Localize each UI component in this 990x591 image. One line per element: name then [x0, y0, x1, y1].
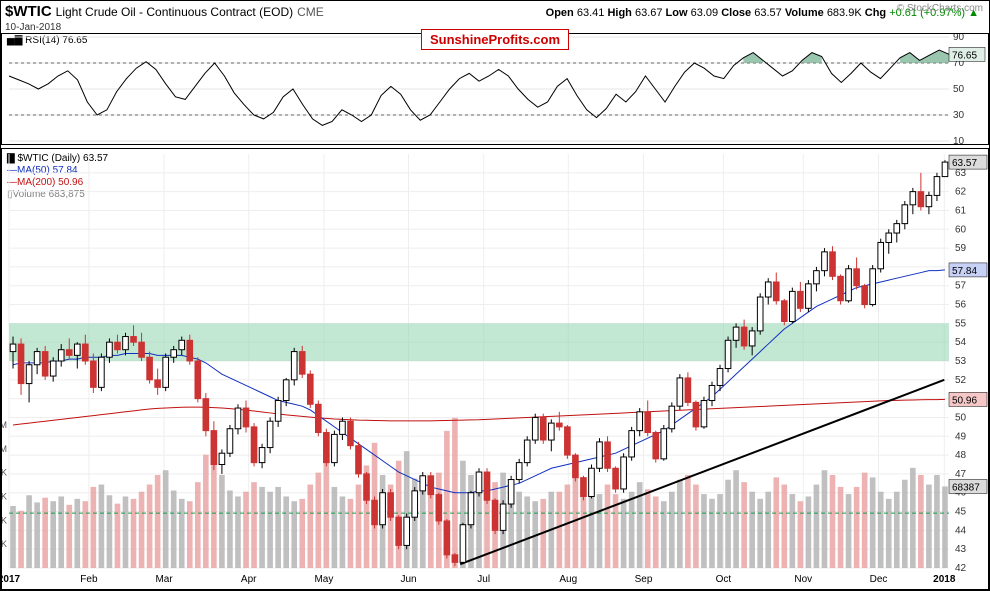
- low-label: Low: [666, 7, 688, 19]
- svg-text:63: 63: [955, 168, 967, 179]
- svg-text:Mar: Mar: [155, 574, 173, 585]
- svg-text:30: 30: [953, 110, 965, 121]
- svg-text:May: May: [314, 574, 333, 585]
- svg-text:68387: 68387: [952, 482, 980, 493]
- chart-header: $WTIC Light Crude Oil - Continuous Contr…: [1, 1, 989, 22]
- vol-val: 683.9K: [827, 7, 862, 19]
- vol-label: Volume: [785, 7, 824, 19]
- svg-text:Dec: Dec: [870, 574, 888, 585]
- svg-text:90: 90: [953, 33, 965, 43]
- svg-text:60: 60: [955, 224, 967, 235]
- svg-text:Aug: Aug: [559, 574, 577, 585]
- close-val: 63.57: [754, 7, 782, 19]
- svg-text:53: 53: [955, 356, 967, 367]
- svg-text:59: 59: [955, 243, 967, 254]
- svg-text:55: 55: [955, 318, 967, 329]
- svg-text:2018: 2018: [933, 574, 956, 585]
- svg-text:Apr: Apr: [241, 574, 257, 585]
- high-val: 63.67: [635, 7, 663, 19]
- svg-text:54: 54: [955, 337, 967, 348]
- svg-text:Feb: Feb: [80, 574, 98, 585]
- low-val: 63.09: [691, 7, 719, 19]
- chart-container: © StockCharts.com $WTIC Light Crude Oil …: [0, 0, 990, 591]
- svg-text:63.57: 63.57: [952, 158, 977, 169]
- svg-text:Jul: Jul: [477, 574, 490, 585]
- svg-text:61: 61: [955, 205, 967, 216]
- svg-text:42: 42: [955, 563, 967, 574]
- svg-text:50.96: 50.96: [952, 395, 977, 406]
- svg-text:Sep: Sep: [635, 574, 653, 585]
- svg-text:50: 50: [955, 412, 967, 423]
- svg-text:Nov: Nov: [794, 574, 812, 585]
- attribution: © StockCharts.com: [897, 3, 983, 14]
- svg-text:57: 57: [955, 281, 967, 292]
- svg-text:Oct: Oct: [716, 574, 732, 585]
- svg-text:2017: 2017: [1, 574, 21, 585]
- high-label: High: [607, 7, 631, 19]
- ticker-desc: Light Crude Oil - Continuous Contract (E…: [56, 5, 293, 19]
- svg-text:48: 48: [955, 450, 967, 461]
- svg-text:62: 62: [955, 187, 967, 198]
- svg-text:10: 10: [953, 136, 965, 145]
- svg-text:57.84: 57.84: [952, 266, 977, 277]
- svg-text:49: 49: [955, 431, 967, 442]
- open-val: 63.41: [577, 7, 605, 19]
- chg-label: Chg: [865, 7, 886, 19]
- ticker-symbol: $WTIC: [5, 3, 52, 20]
- svg-text:44: 44: [955, 525, 967, 536]
- exchange: CME: [297, 5, 324, 19]
- svg-text:52: 52: [955, 375, 967, 386]
- open-label: Open: [546, 7, 574, 19]
- price-panel: 4243444546474849505152535455565758596061…: [1, 148, 989, 590]
- svg-text:43: 43: [955, 544, 967, 555]
- svg-text:50: 50: [953, 84, 965, 95]
- svg-text:56: 56: [955, 300, 967, 311]
- svg-text:Jun: Jun: [400, 574, 416, 585]
- watermark: SunshineProfits.com: [421, 29, 569, 50]
- svg-text:47: 47: [955, 469, 967, 480]
- svg-text:76.65: 76.65: [952, 50, 977, 61]
- svg-text:45: 45: [955, 507, 967, 518]
- close-label: Close: [721, 7, 751, 19]
